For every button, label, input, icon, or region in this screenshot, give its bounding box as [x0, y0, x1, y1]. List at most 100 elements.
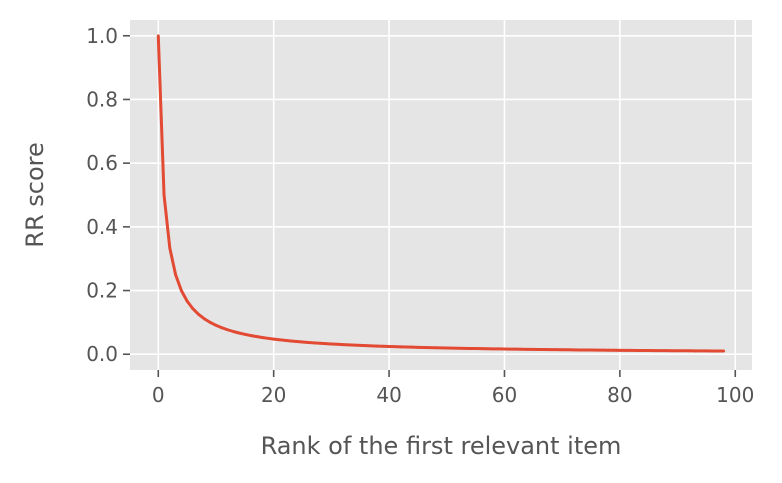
data-point: [520, 347, 524, 351]
data-point: [249, 334, 252, 337]
data-point: [508, 347, 512, 351]
data-point: [456, 346, 460, 350]
data-point: [428, 346, 431, 350]
data-point: [306, 341, 310, 344]
data-point: [179, 289, 183, 292]
data-point: [231, 330, 235, 333]
data-point: [560, 348, 564, 352]
data-point: [318, 341, 322, 345]
x-tick-label: 0: [152, 383, 165, 407]
data-point: [589, 348, 593, 352]
y-axis-label: RR score: [21, 142, 49, 247]
data-point: [278, 338, 281, 342]
data-point: [647, 349, 651, 352]
data-point: [289, 339, 293, 343]
data-point: [283, 338, 287, 342]
y-tick-label: 0.2: [86, 279, 118, 303]
data-point: [705, 349, 708, 353]
data-point: [618, 348, 622, 352]
data-point: [295, 340, 299, 343]
data-point: [658, 349, 662, 353]
data-point: [514, 347, 518, 351]
data-point: [358, 343, 362, 347]
data-point: [208, 320, 212, 324]
data-point: [716, 349, 720, 353]
data-point: [526, 347, 529, 351]
data-point: [226, 328, 229, 332]
data-point: [174, 273, 177, 277]
data-point: [710, 349, 714, 353]
data-point: [503, 347, 506, 351]
data-point: [214, 323, 218, 327]
y-tick-label: 0.4: [86, 215, 118, 239]
data-point: [399, 345, 403, 349]
y-tick-label: 0.6: [86, 151, 118, 175]
data-point: [260, 336, 264, 339]
data-point: [393, 345, 397, 349]
data-point: [601, 348, 604, 352]
data-point: [416, 345, 420, 349]
data-point: [451, 346, 454, 350]
data-point: [156, 34, 160, 38]
x-axis-ticks: 0 20 40 60 80 100: [152, 370, 754, 407]
x-tick-label: 40: [376, 383, 401, 407]
data-point: [583, 348, 587, 352]
data-point: [635, 349, 639, 352]
x-tick-label: 60: [492, 383, 517, 407]
data-point: [462, 346, 466, 350]
data-point: [433, 346, 437, 350]
data-point: [364, 344, 368, 348]
series-points: [156, 34, 726, 353]
data-point: [531, 347, 535, 351]
data-point: [376, 344, 379, 348]
data-point: [329, 342, 333, 346]
data-point: [722, 349, 726, 353]
data-point: [272, 337, 276, 341]
data-point: [370, 344, 374, 348]
data-point: [641, 349, 645, 352]
data-point: [676, 349, 679, 353]
data-point: [301, 340, 304, 344]
data-point: [664, 349, 668, 353]
data-point: [439, 346, 443, 350]
data-point: [203, 317, 206, 321]
data-point: [653, 349, 656, 352]
data-point: [445, 346, 449, 350]
data-point: [630, 349, 633, 352]
data-point: [693, 349, 697, 353]
data-point: [474, 347, 478, 350]
data-point: [312, 341, 316, 345]
data-point: [410, 345, 414, 349]
data-point: [699, 349, 703, 353]
data-point: [670, 349, 674, 353]
data-point: [549, 348, 553, 352]
data-point: [572, 348, 576, 352]
data-point: [353, 343, 356, 347]
data-point: [266, 336, 270, 340]
data-point: [168, 246, 172, 250]
data-point: [185, 299, 189, 303]
data-point: [347, 343, 351, 347]
data-point: [191, 307, 195, 311]
data-point: [341, 343, 345, 346]
data-point: [555, 348, 558, 352]
data-point: [606, 348, 610, 352]
data-point: [237, 331, 241, 335]
data-point: [497, 347, 501, 351]
data-point: [381, 344, 385, 348]
data-point: [404, 345, 408, 349]
y-tick-label: 1.0: [86, 24, 118, 48]
data-point: [595, 348, 599, 352]
y-tick-label: 0.8: [86, 87, 118, 111]
data-point: [543, 348, 547, 351]
x-tick-label: 100: [716, 383, 754, 407]
plot-area: [130, 20, 752, 370]
data-point: [624, 348, 628, 352]
data-point: [612, 348, 616, 352]
data-point: [387, 345, 391, 348]
data-point: [681, 349, 685, 353]
data-point: [162, 193, 166, 197]
y-tick-label: 0.0: [86, 342, 118, 366]
data-point: [243, 332, 247, 336]
data-point: [422, 346, 426, 349]
